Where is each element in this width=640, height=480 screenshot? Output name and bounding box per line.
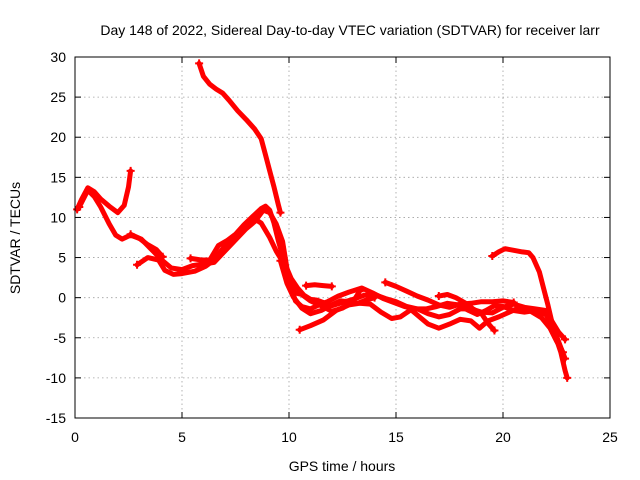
series-line-arc-12 [196,60,283,216]
y-tick-label: -5 [54,330,67,346]
plus-marker [509,298,518,307]
plus-marker [75,203,84,212]
plot-frame [74,56,611,419]
y-tick-label: -15 [46,410,66,426]
plus-marker [370,293,379,302]
x-tick-label: 10 [281,429,297,445]
plus-marker [126,166,135,175]
y-tick-label: 10 [50,209,66,225]
x-axis-label: GPS time / hours [289,458,396,474]
series-line-arc-4 [128,231,166,260]
plus-marker [276,256,285,265]
plus-marker [381,278,390,287]
y-tick-label: 30 [50,49,66,65]
grid [75,57,610,418]
y-tick-label: 0 [58,290,66,306]
y-tick-label: 15 [50,169,66,185]
plus-marker [434,292,443,301]
series-line-arc-3 [134,216,568,362]
plus-marker [327,282,336,291]
y-tick-label: 25 [50,89,66,105]
y-tick-label: 20 [50,129,66,145]
y-tick-label: 5 [58,250,66,266]
plus-marker [561,335,570,344]
plus-marker [302,281,311,290]
plus-marker [276,208,285,217]
series-line-arc-11 [489,246,570,381]
plus-marker [295,325,304,334]
plus-marker [133,260,142,269]
plus-marker [195,59,204,68]
plus-marker [186,254,195,263]
series-line-arc-7 [297,300,566,355]
x-tick-label: 5 [178,429,186,445]
series-line-arc-10 [436,292,497,334]
y-tick-label: -10 [46,370,66,386]
data-series [73,59,572,382]
chart-title: Day 148 of 2022, Sidereal Day-to-day VTE… [100,22,600,38]
plus-marker [126,230,135,239]
plus-marker [563,373,572,382]
plus-marker [490,326,499,335]
plus-marker [488,251,497,260]
plus-marker [158,252,167,261]
x-tick-label: 0 [71,429,79,445]
series-line-arc-9 [382,279,517,310]
axis-ticks: 0 5 10 15 20 25 -15 -10 -5 0 5 10 15 20 25 30 [46,49,618,445]
x-tick-label: 20 [495,429,511,445]
y-axis-label: SDTVAR / TECUs [7,182,23,294]
series-line-arc-8 [303,282,335,289]
x-tick-label: 15 [388,429,404,445]
x-tick-label: 25 [602,429,618,445]
